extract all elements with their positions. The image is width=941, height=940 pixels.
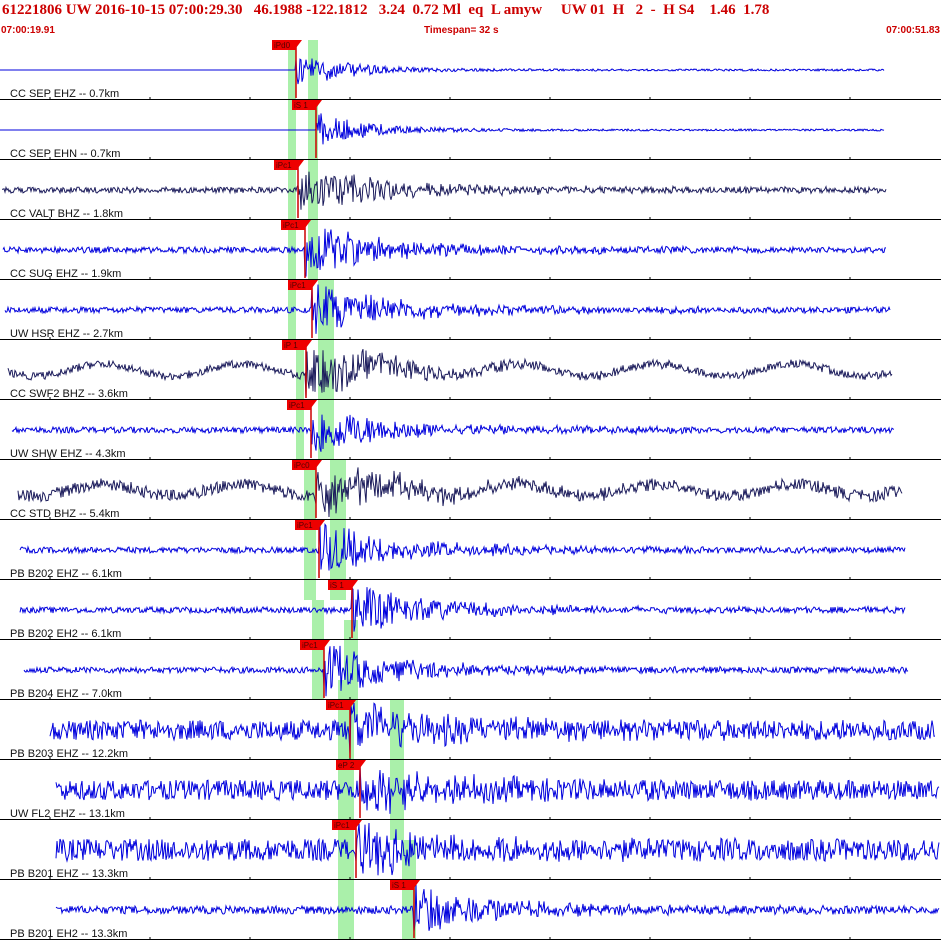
- pick-flag-arrow: [360, 760, 366, 768]
- pick-flag-arrow: [311, 400, 317, 408]
- trace-row[interactable]: iPc0 CC STD BHZ -- 5.4km: [0, 460, 941, 520]
- pick-flag-arrow: [305, 220, 311, 228]
- trace-row[interactable]: iPc1 PB B203 EHZ -- 12.2km: [0, 700, 941, 760]
- trace-row[interactable]: iPc1 UW SHW EHZ -- 4.3km: [0, 400, 941, 460]
- pick-flag-arrow: [356, 820, 362, 828]
- pick-flag[interactable]: [390, 880, 414, 890]
- pick-label: iPc1: [289, 401, 305, 410]
- pick-flag[interactable]: [281, 220, 305, 230]
- trace-row[interactable]: iS 1 PB B202 EH2 -- 6.1km: [0, 580, 941, 640]
- station-label: PB B204 EHZ -- 7.0km: [10, 688, 122, 700]
- pick-flag-arrow: [352, 580, 358, 588]
- trace-row[interactable]: iPc1 UW HSR EHZ -- 2.7km: [0, 280, 941, 340]
- pick-label: eP 2: [338, 761, 355, 770]
- pick-label: iPc1: [334, 821, 350, 830]
- pick-flag[interactable]: [328, 580, 352, 590]
- pick-window-band: [288, 40, 296, 340]
- pick-flag-arrow: [306, 340, 312, 348]
- waveform: [17, 467, 903, 518]
- waveform: [55, 882, 940, 932]
- pick-window-band: [390, 700, 404, 840]
- pick-flag-arrow: [350, 700, 356, 708]
- pick-flag[interactable]: [292, 100, 316, 110]
- pick-flag[interactable]: [274, 160, 298, 170]
- waveform: [55, 765, 940, 814]
- pick-flag[interactable]: [332, 820, 356, 830]
- pick-flag[interactable]: [287, 400, 311, 410]
- trace-row[interactable]: iS 1 CC SEP EHN -- 0.7km: [0, 100, 941, 160]
- pick-flag-arrow: [414, 880, 420, 888]
- station-label: CC SWF2 BHZ -- 3.6km: [10, 388, 128, 400]
- pick-label: iPc1: [276, 161, 292, 170]
- waveform: [2, 228, 886, 277]
- pick-label: iPd0: [274, 41, 291, 50]
- pick-flag[interactable]: [336, 760, 360, 770]
- station-label: UW FL2 EHZ -- 13.1km: [10, 808, 125, 820]
- station-label: UW HSR EHZ -- 2.7km: [10, 328, 123, 340]
- waveform: [11, 414, 895, 452]
- station-label: CC SEP EHN -- 0.7km: [10, 148, 120, 160]
- pick-flag[interactable]: [292, 460, 316, 470]
- pick-label: iPc1: [290, 281, 306, 290]
- waveform: [0, 113, 885, 145]
- pick-label: iP 1: [284, 341, 298, 350]
- pick-label: iPc1: [297, 521, 313, 530]
- station-label: CC VALT BHZ -- 1.8km: [10, 208, 123, 220]
- station-label: PB B202 EH2 -- 6.1km: [10, 628, 121, 640]
- pick-flag-arrow: [316, 460, 322, 468]
- pick-flag[interactable]: [295, 520, 319, 530]
- trace-row[interactable]: iPc1 PB B202 EHZ -- 6.1km: [0, 520, 941, 580]
- pick-flag-arrow: [319, 520, 325, 528]
- pick-label: iPc1: [283, 221, 299, 230]
- pick-flag-arrow: [296, 40, 302, 48]
- station-label: CC SEP EHZ -- 0.7km: [10, 88, 119, 100]
- waveform: [23, 645, 909, 697]
- station-label: UW SHW EHZ -- 4.3km: [10, 448, 126, 460]
- end-time-label: 07:00:51.83: [886, 25, 940, 36]
- station-label: CC SUG EHZ -- 1.9km: [10, 268, 121, 280]
- pick-flag-arrow: [312, 280, 318, 288]
- pick-flag[interactable]: [282, 340, 306, 350]
- trace-row[interactable]: iP 1 CC SWF2 BHZ -- 3.6km: [0, 340, 941, 400]
- waveform: [2, 171, 887, 210]
- pick-label: iS 1: [294, 101, 308, 110]
- pick-label: iPc1: [302, 641, 318, 650]
- pick-flag[interactable]: [326, 700, 350, 710]
- pick-flag-arrow: [324, 640, 330, 648]
- pick-label: iPc1: [328, 701, 344, 710]
- trace-row[interactable]: iPd0 CC SEP EHZ -- 0.7km: [0, 40, 941, 100]
- waveform: [19, 587, 906, 632]
- pick-label: iPc0: [294, 461, 310, 470]
- waveform: [55, 822, 940, 876]
- event-summary-title: 61221806 UW 2016-10-15 07:00:29.30 46.19…: [2, 2, 770, 18]
- start-time-label: 07:00:19.91: [1, 25, 55, 36]
- header-bar: 61221806 UW 2016-10-15 07:00:29.30 46.19…: [0, 0, 941, 40]
- trace-row[interactable]: iPc1 CC VALT BHZ -- 1.8km: [0, 160, 941, 220]
- station-label: CC STD BHZ -- 5.4km: [10, 508, 119, 520]
- pick-flag[interactable]: [300, 640, 324, 650]
- pick-label: iS 1: [330, 581, 344, 590]
- trace-row[interactable]: eP 2 UW FL2 EHZ -- 13.1km: [0, 760, 941, 820]
- station-label: PB B201 EH2 -- 13.3km: [10, 928, 127, 940]
- station-label: PB B201 EHZ -- 13.3km: [10, 868, 128, 880]
- trace-row[interactable]: iPc1 CC SUG EHZ -- 1.9km: [0, 220, 941, 280]
- station-label: PB B203 EHZ -- 12.2km: [10, 748, 128, 760]
- pick-label: iS 1: [392, 881, 406, 890]
- waveform: [49, 702, 936, 755]
- pick-flag-arrow: [298, 160, 304, 168]
- trace-row[interactable]: iPc1 PB B204 EHZ -- 7.0km: [0, 640, 941, 700]
- waveform: [0, 58, 885, 85]
- trace-row[interactable]: iPc1 PB B201 EHZ -- 13.3km: [0, 820, 941, 880]
- seismogram-panel[interactable]: iPd0 CC SEP EHZ -- 0.7km iS 1 CC SEP EHN --…: [0, 40, 941, 940]
- station-label: PB B202 EHZ -- 6.1km: [10, 568, 122, 580]
- waveform: [7, 348, 893, 398]
- waveform: [4, 284, 891, 334]
- pick-flag-arrow: [316, 100, 322, 108]
- trace-row[interactable]: iS 1 PB B201 EH2 -- 13.3km: [0, 880, 941, 940]
- waveform: [19, 522, 906, 571]
- timespan-label: Timespan= 32 s: [424, 25, 499, 36]
- pick-window-band: [344, 620, 358, 720]
- pick-flag[interactable]: [272, 40, 296, 50]
- pick-flag[interactable]: [288, 280, 312, 290]
